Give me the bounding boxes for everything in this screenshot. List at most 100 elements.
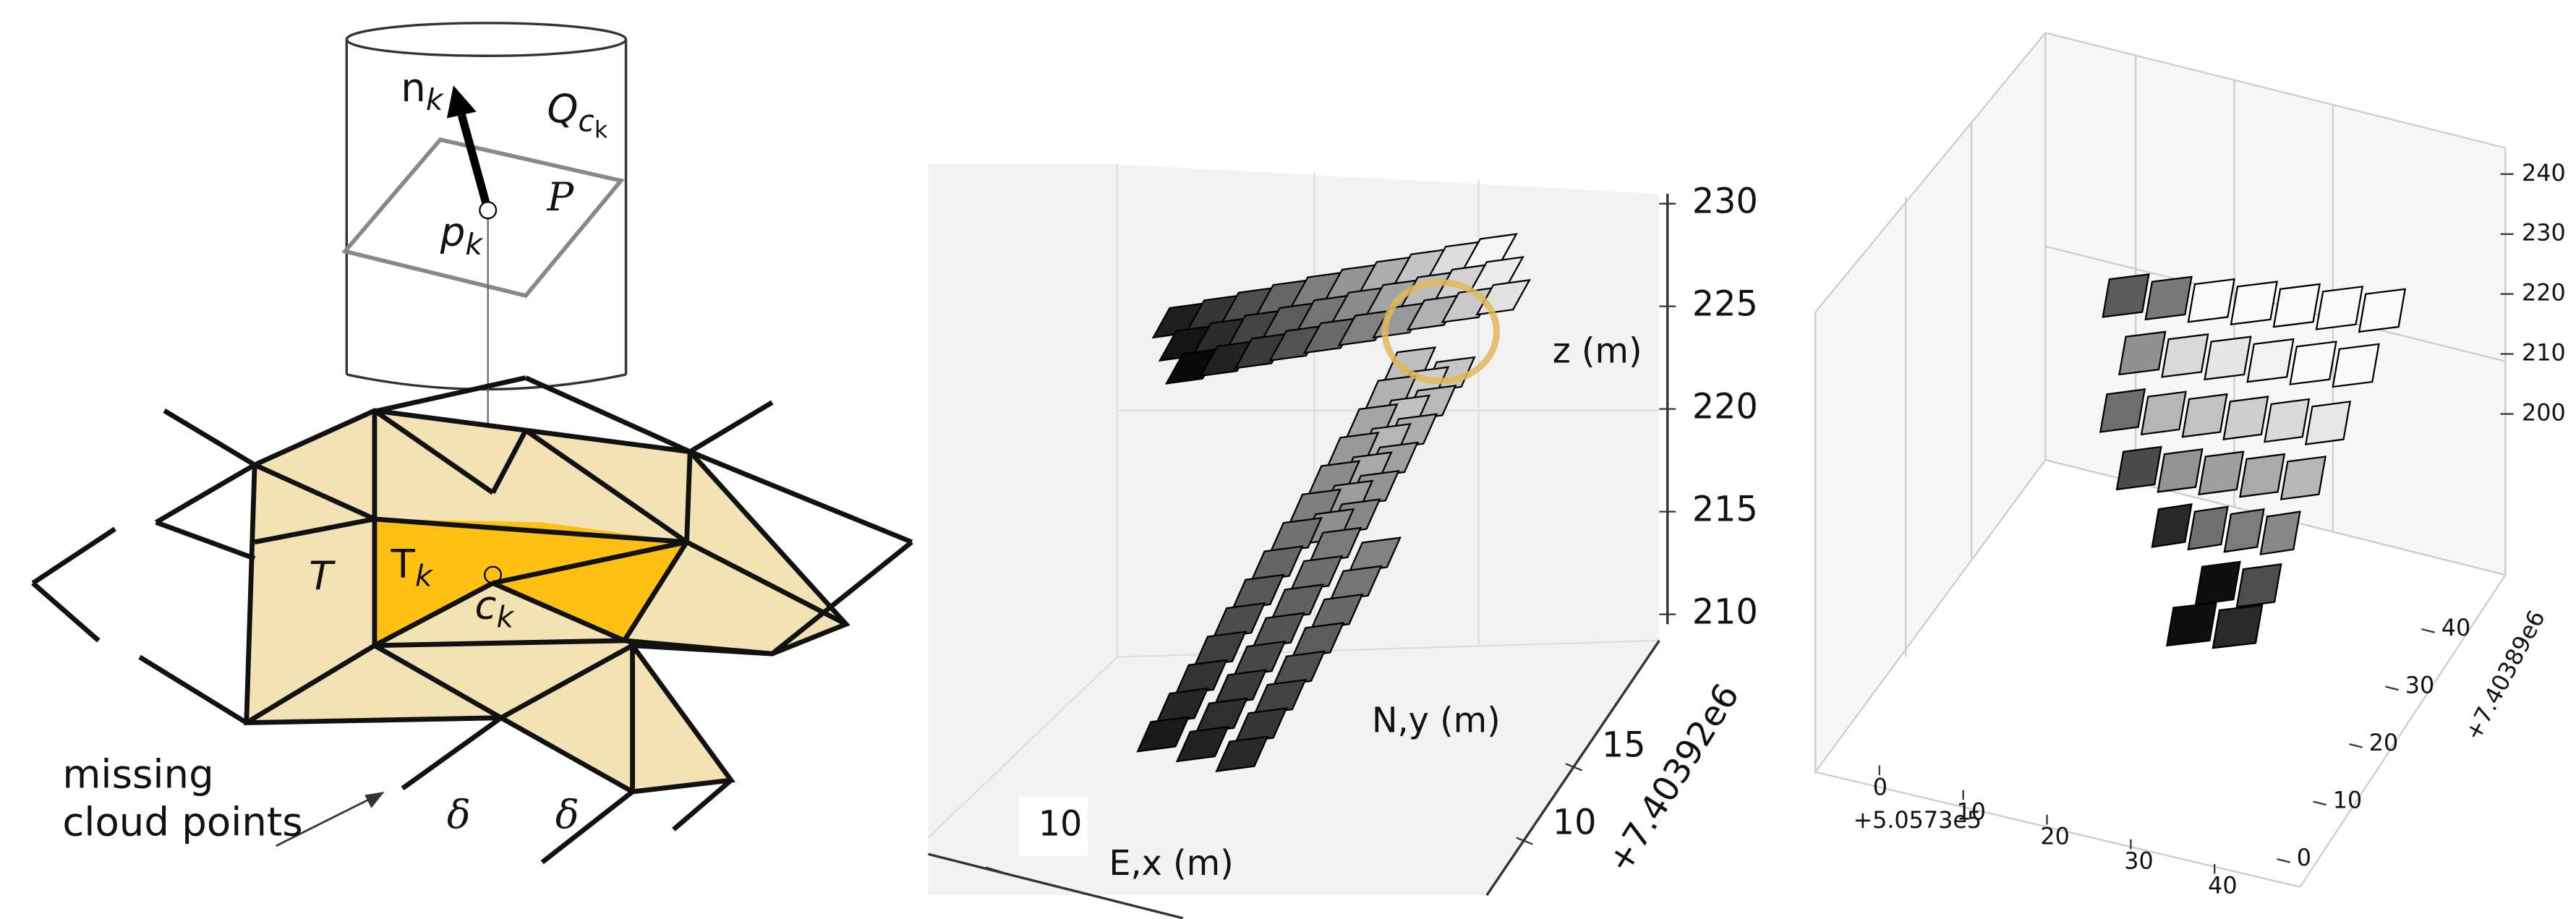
patch <box>1234 707 1288 744</box>
x-offset-label: +5.0573e5 <box>1853 807 1982 834</box>
x-tick-label: 40 <box>2208 873 2237 899</box>
highlight <box>1381 279 1501 385</box>
patch <box>1136 716 1190 753</box>
label-base: Q <box>547 86 578 132</box>
missing-label: missing <box>62 751 213 798</box>
label-base: n <box>401 64 426 111</box>
patch <box>2181 393 2228 438</box>
patch <box>1215 735 1269 772</box>
y-tick-label: 30 <box>2405 672 2434 699</box>
y-axis-label: N,y (m) <box>1372 701 1501 741</box>
patch <box>1174 659 1228 696</box>
y-tick-label: 40 <box>2441 615 2470 641</box>
patch <box>1212 602 1266 639</box>
patch <box>2118 330 2167 376</box>
patch <box>2151 503 2193 548</box>
patch <box>1253 678 1307 716</box>
patch <box>2279 456 2326 500</box>
patch <box>2332 343 2380 388</box>
patch <box>2239 453 2286 498</box>
patch <box>1271 650 1326 687</box>
label-sub: k <box>497 599 516 634</box>
z-axis-label: z (m) <box>1553 331 1642 371</box>
tick-box <box>1018 796 1088 856</box>
y-offset-label: +7.40389e6 <box>2460 606 2551 745</box>
label-sub: k <box>426 82 445 117</box>
x-tick-label: 10 <box>1038 805 1083 845</box>
patch <box>2102 273 2150 318</box>
patch <box>1291 622 1345 659</box>
y-axis <box>1485 639 1660 897</box>
patch <box>1199 340 1255 377</box>
label-base: T <box>391 541 416 587</box>
patch <box>2204 335 2252 381</box>
y-offset-label: +7.40392e6 <box>1600 677 1747 880</box>
patch <box>2230 281 2278 325</box>
patch <box>2187 278 2235 323</box>
x-tick-label: 0 <box>1873 774 1888 800</box>
patch <box>1231 573 1285 611</box>
arrow-head <box>446 85 477 119</box>
patch <box>2115 445 2162 491</box>
mesh-lines <box>31 375 913 865</box>
delta-label: δ <box>555 791 579 837</box>
patch <box>1164 348 1221 385</box>
center-point <box>484 565 503 584</box>
z-tick-label: 215 <box>1692 490 1758 530</box>
patch <box>2157 448 2204 493</box>
patch <box>2246 338 2295 383</box>
patch <box>2212 604 2264 649</box>
patch <box>2144 275 2193 321</box>
plot-box <box>1814 32 2507 888</box>
tick-mark <box>2313 800 2326 806</box>
pointer <box>276 794 379 847</box>
mesh-center <box>374 518 687 646</box>
patch <box>2140 390 2187 436</box>
plane <box>341 137 625 299</box>
triangle-label: T <box>309 552 336 599</box>
patch <box>2259 510 2301 556</box>
z-tick-label: 210 <box>1692 593 1758 633</box>
patch <box>1232 640 1287 678</box>
z-tick-label: 220 <box>2522 280 2566 307</box>
patch <box>1270 584 1325 620</box>
tick-mark <box>1516 837 1533 845</box>
x-axis <box>928 852 1184 919</box>
tick-mark <box>2385 685 2399 691</box>
patch <box>1250 545 1304 582</box>
y-tick-label: 20 <box>2369 730 2398 756</box>
y-tick-label: 10 <box>2333 787 2362 814</box>
z-tick-label: 225 <box>1692 285 1758 325</box>
point <box>479 201 498 220</box>
z-tick-label: 210 <box>2522 340 2566 367</box>
patch <box>2289 341 2337 385</box>
normal-arrow <box>457 114 492 212</box>
patches <box>1136 233 1532 772</box>
z-tick-label: 220 <box>1692 388 1758 427</box>
patch <box>1234 333 1290 369</box>
z-tick-label: 230 <box>1692 182 1758 222</box>
x-tick-label: 20 <box>2040 824 2069 850</box>
patch <box>1289 555 1344 592</box>
tick-mark <box>2277 858 2290 863</box>
plane-label: P <box>546 174 574 220</box>
patch <box>1268 325 1324 362</box>
pointer-head <box>364 791 385 808</box>
cylinder-label: Qck <box>547 86 607 144</box>
center-label: ck <box>475 582 516 635</box>
patch <box>1195 697 1249 734</box>
patch <box>2304 401 2352 445</box>
patches <box>2099 273 2407 649</box>
delta-label: δ <box>447 791 471 837</box>
patch <box>2223 508 2265 553</box>
patch <box>2099 388 2146 433</box>
z-tick-label: 230 <box>2522 220 2566 247</box>
missing-label: cloud points <box>62 799 302 845</box>
tick-mark <box>1565 763 1583 771</box>
label-subsub: k <box>594 117 608 144</box>
patch <box>2315 286 2364 330</box>
patch <box>1251 612 1305 649</box>
label-base: c <box>475 582 497 628</box>
label-sub: k <box>465 227 484 262</box>
